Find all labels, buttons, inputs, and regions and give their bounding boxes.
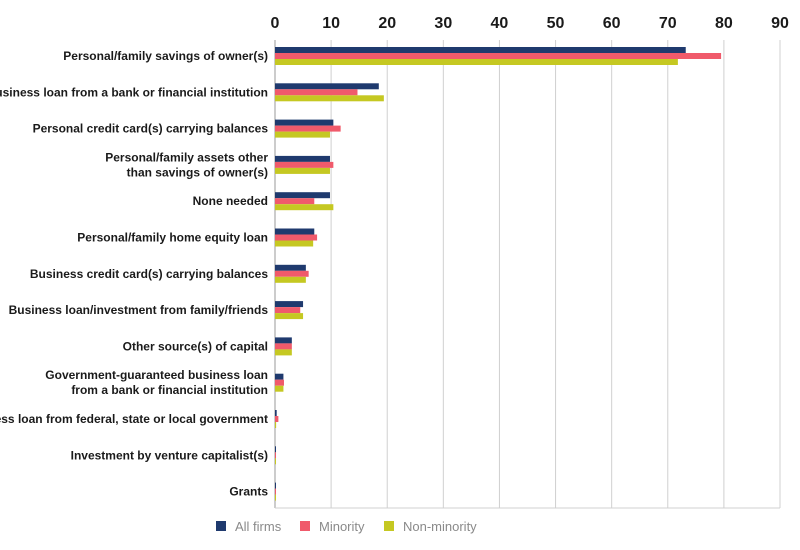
bar-all-firms-11 (275, 446, 276, 453)
x-tick-label: 60 (603, 15, 621, 32)
bar-all-firms-1 (275, 83, 379, 90)
x-tick-label: 40 (491, 15, 509, 32)
bar-non-minority-10 (275, 422, 277, 428)
x-tick-label: 90 (771, 15, 789, 32)
category-labels: Personal/family savings of owner(s) Busin… (0, 49, 268, 499)
category-label: Business credit card(s) carrying balance… (30, 267, 268, 281)
bar-minority-1 (275, 89, 358, 96)
bar-all-firms-3 (275, 155, 330, 162)
bar-minority-12 (275, 488, 276, 495)
bar-non-minority-2 (275, 131, 330, 138)
bar-minority-0 (275, 53, 722, 59)
bar-all-firms-4 (275, 192, 330, 199)
legend-swatch-2 (384, 521, 394, 531)
bar-non-minority-5 (275, 240, 314, 247)
category-label: Personal/family home equity loan (77, 231, 268, 245)
bar-non-minority-9 (275, 385, 284, 392)
category-label: None needed (193, 194, 268, 208)
category-label: Grants (229, 485, 268, 499)
legend-label-2: Non-minority (403, 519, 477, 534)
category-label: Investment by venture capitalist(s) (71, 448, 268, 462)
category-label: Business loan from federal, state or loc… (0, 412, 268, 426)
bar-minority-9 (275, 379, 284, 386)
bar-non-minority-12 (275, 494, 276, 501)
bar-non-minority-8 (275, 349, 292, 356)
x-tick-label: 80 (715, 15, 733, 32)
bar-all-firms-5 (275, 228, 315, 235)
legend-swatch-1 (300, 521, 310, 531)
category-label: Business loan from a bank or financial i… (0, 85, 268, 99)
legend-swatch-0 (216, 521, 226, 531)
bars (275, 47, 722, 501)
bar-minority-6 (275, 270, 309, 277)
bar-minority-2 (275, 125, 341, 132)
legend-label-1: Minority (319, 519, 365, 534)
bar-all-firms-2 (275, 119, 334, 126)
bar-non-minority-1 (275, 95, 384, 102)
bar-minority-5 (275, 234, 318, 241)
bar-non-minority-3 (275, 167, 330, 174)
category-label: Other source(s) of capital (123, 339, 268, 353)
category-label: Personal credit card(s) carrying balance… (33, 122, 269, 136)
category-label: Government-guaranteed business loan (45, 368, 268, 382)
legend-label-0: All firms (235, 519, 282, 534)
bar-non-minority-6 (275, 276, 306, 283)
x-tick-label: 0 (271, 15, 280, 32)
x-axis-ticks: 0 10 20 30 40 50 60 70 80 90 (271, 15, 789, 32)
bar-all-firms-7 (275, 301, 304, 308)
x-tick-label: 30 (434, 15, 452, 32)
bar-all-firms-6 (275, 264, 306, 271)
bar-non-minority-7 (275, 313, 304, 320)
category-label: Personal/family assets other (105, 150, 268, 164)
bar-non-minority-4 (275, 204, 334, 211)
category-label: Business loan/investment from family/fri… (9, 303, 269, 317)
category-label: Personal/family savings of owner(s) (63, 49, 268, 63)
bar-all-firms-10 (275, 410, 277, 416)
bar-minority-7 (275, 307, 301, 314)
bar-minority-10 (275, 416, 279, 422)
bar-non-minority-0 (275, 59, 678, 65)
bar-minority-4 (275, 198, 315, 205)
x-tick-label: 20 (378, 15, 396, 32)
category-label: from a bank or financial institution (71, 383, 268, 397)
grid-lines (274, 40, 781, 509)
bar-all-firms-9 (275, 373, 284, 380)
x-tick-label: 50 (547, 15, 565, 32)
category-label: than savings of owner(s) (127, 165, 268, 179)
bar-minority-8 (275, 343, 292, 350)
bar-minority-11 (275, 452, 276, 459)
bar-non-minority-11 (275, 458, 276, 465)
bar-all-firms-8 (275, 337, 292, 344)
bar-minority-3 (275, 161, 334, 168)
x-tick-label: 10 (322, 15, 340, 32)
legend: All firms Minority Non-minority (216, 519, 477, 534)
x-tick-label: 70 (659, 15, 677, 32)
bar-all-firms-12 (275, 482, 276, 489)
bar-all-firms-0 (275, 47, 686, 53)
